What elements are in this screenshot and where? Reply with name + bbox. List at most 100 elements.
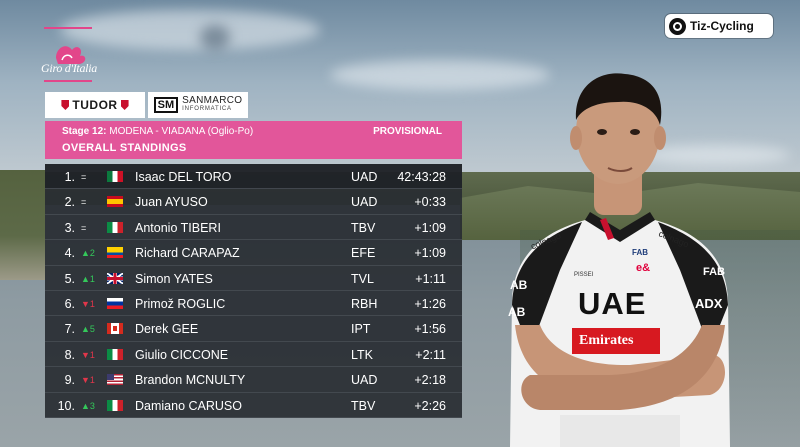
rider-name: Isaac DEL TORO [135,170,232,184]
position-change-indicator: = [81,172,87,182]
team-code: UAD [351,373,378,388]
canada-flag-icon [107,323,123,335]
rider-name: Simon YATES [135,271,213,286]
standings-row: 3. = Antonio TIBERI TBV +1:09 [45,214,462,241]
italy-flag-icon [107,348,123,360]
giro-rose-icon [56,46,86,64]
ecuador-flag-icon [107,247,123,259]
position-change-indicator: ▲5 [81,324,95,335]
time-gap: +1:11 [415,271,446,286]
time-gap: +1:56 [414,322,446,337]
giro-rule-top [44,27,92,29]
position-change-indicator: ▲3 [81,400,95,411]
watermark-label: Tiz-Cycling [690,19,754,33]
time-gap: +1:09 [414,220,446,235]
sanmarco-logo: SM SANMARCO INFORMATICA [148,92,248,118]
rank-cell: 1. [64,170,75,184]
stage-route: MODENA - VIADANA (Oglio-Po) [109,126,254,137]
giro-logo-text: Giro d'Italia [41,61,97,75]
slovenia-flag-icon [107,297,123,309]
time-gap: +0:33 [414,195,446,210]
jersey-side-left: AB [510,278,528,292]
mexico-flag-icon [107,171,123,182]
status-badge: PROVISIONAL [373,126,442,137]
rider-name: Primož ROGLIC [135,296,226,311]
team-code: IPT [351,322,371,337]
tudor-label: TUDOR [72,98,118,112]
team-code: UAD [351,195,378,210]
position-change-indicator: ▼1 [81,298,95,309]
rider-name: Richard CARAPAZ [135,246,240,261]
jersey-sponsor-text: Emirates [579,333,634,348]
jersey-fab: FAB [632,248,648,257]
standings-header: Stage 12: MODENA - VIADANA (Oglio-Po) PR… [45,121,462,159]
rider-name: Damiano CARUSO [135,398,242,413]
river-bank [0,170,45,280]
time-gap: +1:26 [414,296,446,311]
tudor-shield-icon [61,100,70,110]
time-gap: +2:11 [415,347,446,362]
rider-name: Brandon MCNULTY [135,373,246,388]
rider-name: Antonio TIBERI [135,220,221,235]
stage-line: Stage 12: MODENA - VIADANA (Oglio-Po) [62,126,253,137]
spain-flag-icon [107,196,123,208]
sanmarco-mark-icon: SM [153,97,179,113]
stage-label: Stage 12: [62,126,107,137]
standings-row: 5. ▲1 Simon YATES TVL +1:11 [45,265,462,291]
standings-row: 8. ▼1 Giulio CICCONE LTK +2:11 [45,341,462,368]
time-gap: +2:26 [414,398,446,413]
standings-row: 7. ▲5 Derek GEE IPT +1:56 [45,316,462,342]
jersey-sleeve-right: ADX [695,296,723,311]
italy-flag-icon [107,399,123,411]
team-code: EFE [351,246,376,261]
rank-cell: 2. [64,195,75,210]
position-change-indicator: ▲2 [81,248,95,259]
jersey-sleeve-left: AB [508,305,526,319]
rider-name: Juan AYUSO [135,195,208,210]
jersey-pissei: PISSEI [574,272,594,278]
standings-title: OVERALL STANDINGS [62,142,187,154]
standings-row: 4. ▲2 Richard CARAPAZ EFE +1:09 [45,240,462,266]
rank-cell: 8. [64,347,75,362]
standings-row: 1. = Isaac DEL TORO UAD 42:43:28 [45,164,462,190]
position-change-indicator: ▼1 [81,375,95,386]
rider-name: Derek GEE [135,322,199,337]
position-change-indicator: = [81,222,87,233]
rank-cell: 5. [64,271,75,286]
rank-cell: 6. [64,296,75,311]
standings-row: 2. = Juan AYUSO UAD +0:33 [45,189,462,215]
standings-table: 1. = Isaac DEL TORO UAD 42:43:28 2. = Juan AYUS… [45,164,462,418]
team-code: TBV [351,220,376,235]
time-gap: +2:18 [414,373,446,388]
rank-cell: 9. [64,373,75,388]
position-change-indicator: ▲1 [81,273,95,284]
time-gap: 42:43:28 [397,170,446,184]
jersey-side-right: FAB [703,266,725,278]
team-code: LTK [351,347,373,362]
italy-flag-icon [107,221,123,233]
time-gap: +1:09 [414,246,446,261]
giro-rule-bottom [44,80,92,82]
team-code: UAD [351,170,378,184]
jersey-brand-text: UAE [578,286,647,321]
tudor-shield-icon [120,100,129,110]
team-code: TBV [351,398,376,413]
standings-row: 9. ▼1 Brandon MCNULTY UAD +2:18 [45,367,462,393]
tudor-logo: TUDOR [45,92,145,118]
rank-cell: 10. [57,398,75,413]
standings-row: 6. ▼1 Primož ROGLIC RBH +1:26 [45,290,462,317]
rank-cell: 7. [64,322,75,337]
team-code: TVL [351,271,374,286]
rank-cell: 3. [64,220,75,235]
tiz-cycling-watermark: Tiz-Cycling [665,14,773,38]
united-kingdom-flag-icon [107,272,123,284]
rider-portrait [510,73,730,447]
position-change-indicator: = [81,197,87,208]
standings-row: 10. ▲3 Damiano CARUSO TBV +2:26 [45,392,462,418]
rider-name: Giulio CICCONE [135,347,229,362]
bike-wheel-icon [669,17,686,35]
team-code: RBH [351,296,378,311]
sanmarco-name: SANMARCO [182,95,243,106]
sanmarco-sub: INFORMATICA [182,106,232,112]
rank-cell: 4. [64,246,75,261]
